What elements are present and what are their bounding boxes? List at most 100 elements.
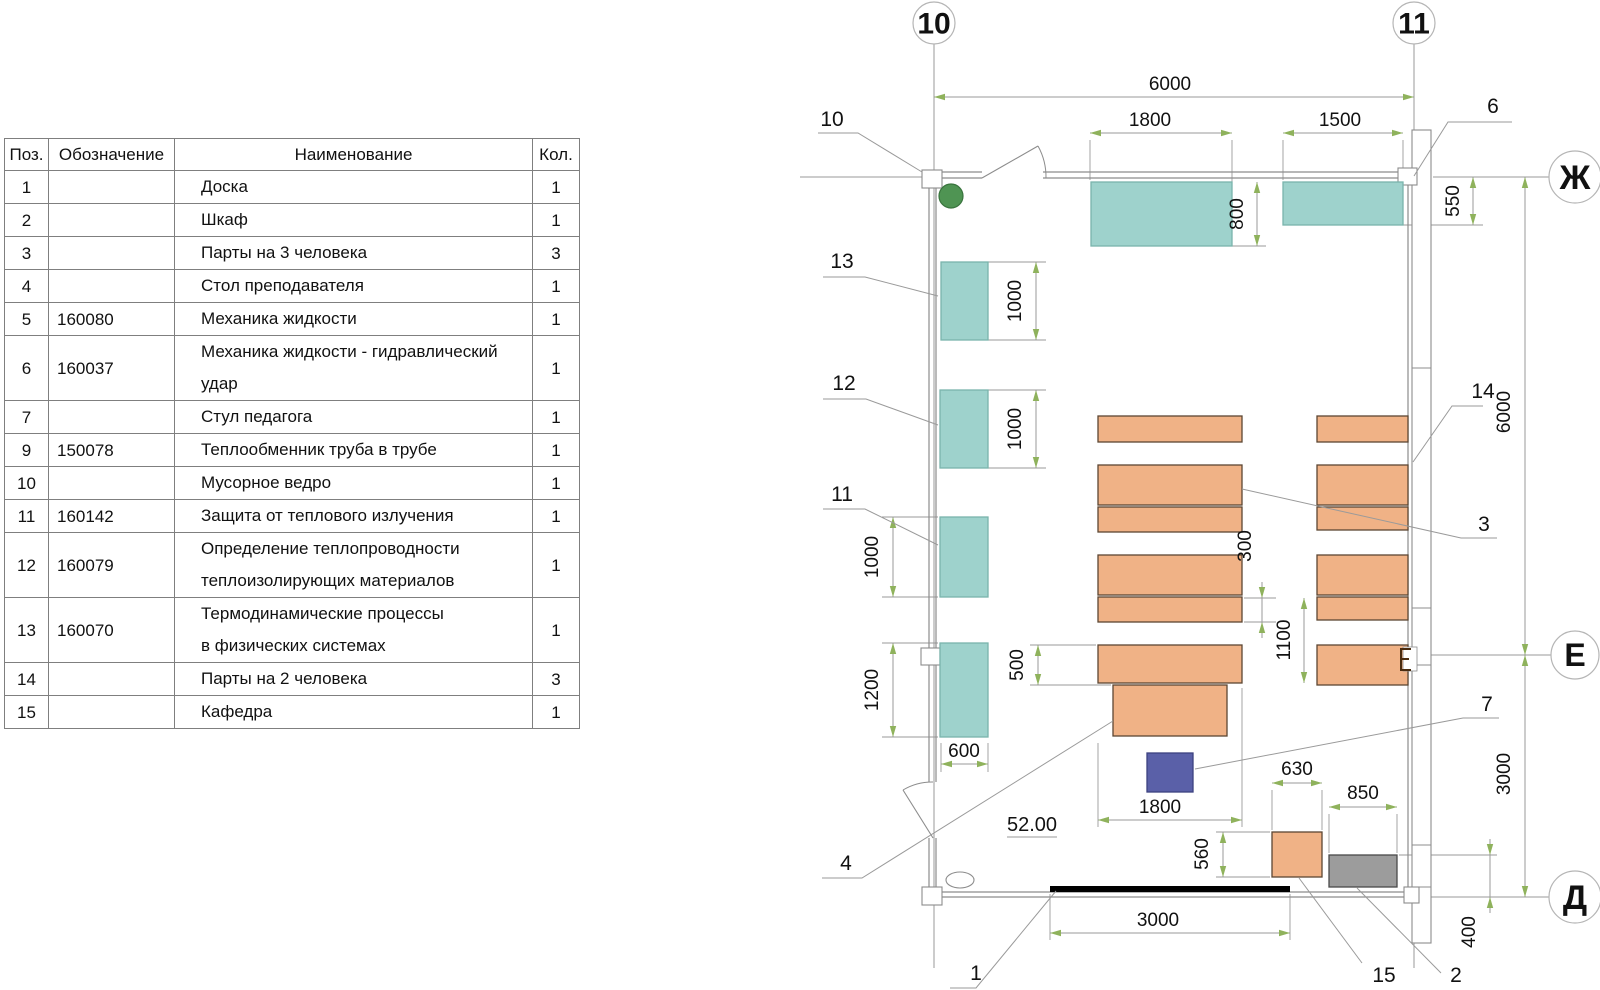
dimension-arrow <box>934 93 945 101</box>
cell-quantity: 1 <box>532 695 580 729</box>
cell-name: Парты на 2 человека <box>174 662 533 696</box>
table-row: 14 Парты на 2 человека 3 <box>4 662 580 696</box>
waste-bin <box>938 183 964 209</box>
cell-position: 14 <box>4 662 49 696</box>
dimension-arrow <box>977 760 988 768</box>
cell-quantity: 1 <box>532 203 580 237</box>
dimension-text: 500 <box>1007 649 1028 681</box>
table-row: 9 150078 Теплообменник труба в трубе 1 <box>4 433 580 467</box>
lab-bench-1500 <box>1282 181 1404 226</box>
cell-name: Теплообменник труба в трубе <box>174 433 533 467</box>
cell-name: Стол преподавателя <box>174 269 533 303</box>
dimension-arrow <box>889 643 897 654</box>
grid-bubble <box>912 1 956 45</box>
leader-line <box>823 508 939 546</box>
dimension-text: 1100 <box>1274 620 1295 661</box>
column-header: Обозначение <box>48 138 175 171</box>
item-label: 2 <box>1450 964 1462 987</box>
dimension-text: 400 <box>1459 916 1480 948</box>
bench-row1-left <box>1097 415 1243 443</box>
dimension-arrow <box>1032 329 1040 340</box>
lab-table-bottom <box>939 642 989 738</box>
dimension-arrow <box>1403 93 1414 101</box>
dimension-arrow <box>1392 129 1403 137</box>
dimension-arrow <box>1300 598 1308 609</box>
wall-pier <box>1403 886 1420 904</box>
dimension-arrow <box>1272 779 1283 787</box>
dimension-arrow <box>1219 866 1227 877</box>
cell-name: Определение теплопроводности теплоизолиру… <box>174 532 533 598</box>
item-label: 11 <box>831 483 853 506</box>
cell-position: 6 <box>4 335 49 401</box>
cell-quantity: 1 <box>532 433 580 467</box>
grid-bubble-label: Ж <box>1559 159 1591 197</box>
cell-designation <box>48 695 175 729</box>
column-header: Наименование <box>174 138 533 171</box>
item-label: 14 <box>1471 380 1495 403</box>
dimension-arrow <box>1032 457 1040 468</box>
wall-pier <box>921 886 943 906</box>
socket-icon <box>1400 648 1411 671</box>
cell-position: 9 <box>4 433 49 467</box>
grid-bubble-label: 10 <box>917 8 950 41</box>
dimension-text: 1200 <box>862 669 883 711</box>
dimension-text: 1000 <box>862 536 883 578</box>
spec-table: Поз. Обозначение Наименование Кол. 1 Доска 1 2 Ш… <box>4 138 580 729</box>
cell-designation: 160079 <box>48 532 175 598</box>
wall-pier <box>920 647 941 666</box>
door-left-swing <box>902 781 934 791</box>
dimension-arrow <box>1090 129 1101 137</box>
bench-row2-left <box>1097 506 1243 533</box>
dimension-arrow <box>1521 886 1529 897</box>
table-row: 13 160070 Термодинамические процессы в физи… <box>4 597 580 663</box>
cell-quantity: 1 <box>532 499 580 533</box>
cell-name: Стул педагога <box>174 400 533 434</box>
desk-2p-row3 <box>1316 644 1409 686</box>
cell-quantity: 1 <box>532 335 580 401</box>
table-row: 7 Стул педагога 1 <box>4 400 580 434</box>
sink <box>945 871 975 889</box>
cell-designation: 160070 <box>48 597 175 663</box>
dimension-text: 560 <box>1192 838 1213 870</box>
lab-table-13 <box>940 261 989 341</box>
leader-line <box>950 890 1057 989</box>
leader-line <box>823 398 939 426</box>
leader-line <box>823 276 939 297</box>
cell-quantity: 3 <box>532 236 580 270</box>
dimension-text: 1000 <box>1005 280 1026 322</box>
dimension-text: 630 <box>1281 759 1313 780</box>
cell-name: Парты на 3 человека <box>174 236 533 270</box>
table-row: 3 Парты на 3 человека 3 <box>4 236 580 270</box>
dimension-arrow <box>1034 645 1042 656</box>
bench-row3-right <box>1316 596 1409 621</box>
dimension-text: 850 <box>1347 783 1379 804</box>
dimension-arrow <box>1521 655 1529 666</box>
grid-bubble <box>1550 630 1600 680</box>
wall-pier <box>1411 129 1432 944</box>
chalkboard <box>1050 886 1290 892</box>
cell-position: 3 <box>4 236 49 270</box>
cell-quantity: 1 <box>532 269 580 303</box>
leader-line <box>1413 121 1512 177</box>
desk-3p-row3 <box>1097 644 1243 684</box>
table-row: 15 Кафедра 1 <box>4 695 580 729</box>
item-label: 3 <box>1478 513 1490 536</box>
dimension-arrow <box>889 586 897 597</box>
item-label: 1 <box>970 962 982 985</box>
dimension-arrow <box>1032 390 1040 401</box>
dimension-arrow <box>1486 844 1494 855</box>
table-row: 1 Доска 1 <box>4 170 580 204</box>
dimension-arrow <box>1283 129 1294 137</box>
cell-position: 11 <box>4 499 49 533</box>
cell-designation: 160080 <box>48 302 175 336</box>
cell-quantity: 3 <box>532 662 580 696</box>
cell-name: Мусорное ведро <box>174 466 533 500</box>
leader-line <box>1194 717 1499 770</box>
dimension-text: 1000 <box>1005 408 1026 450</box>
dimension-arrow <box>1034 674 1042 685</box>
desk-3p-row1 <box>1097 464 1243 506</box>
bench-row2-right <box>1316 506 1409 531</box>
column-header: Поз. <box>4 138 49 171</box>
